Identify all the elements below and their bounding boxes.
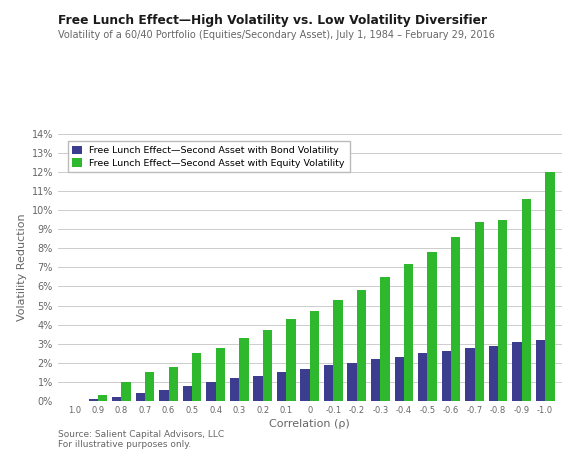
Bar [182,386,192,401]
Bar [263,331,272,401]
Bar [98,396,107,401]
Bar [168,366,178,401]
Text: Volatility of a 60/40 Portfolio (Equities/Secondary Asset), July 1, 1984 – Febru: Volatility of a 60/40 Portfolio (Equitie… [58,30,495,40]
Bar [475,222,484,401]
Bar [253,376,263,401]
Bar [427,252,437,401]
Bar [277,372,286,401]
Bar [112,397,122,401]
Bar [324,365,334,401]
Bar [404,264,413,401]
Bar [135,393,145,401]
Bar [159,390,168,401]
Bar [545,172,555,401]
Bar [206,382,215,401]
Bar [145,372,155,401]
Bar [394,357,404,401]
Bar [380,277,390,401]
Bar [89,399,98,401]
Bar [286,319,296,401]
Bar [230,378,239,401]
Bar [489,346,498,401]
Bar [371,359,380,401]
Bar [442,351,451,401]
Bar [334,300,343,401]
Bar [451,237,460,401]
Bar [357,290,367,401]
Bar [347,363,357,401]
Bar [215,348,225,401]
Y-axis label: Volatility Reduction: Volatility Reduction [17,213,27,321]
Bar [239,338,248,401]
Bar [522,199,531,401]
Bar [301,369,310,401]
Bar [418,353,427,401]
Bar [498,219,507,401]
Bar [465,348,475,401]
Legend: Free Lunch Effect—Second Asset with Bond Volatility, Free Lunch Effect—Second As: Free Lunch Effect—Second Asset with Bond… [68,141,350,172]
Bar [536,340,545,401]
X-axis label: Correlation (ρ): Correlation (ρ) [269,419,350,429]
Bar [310,311,319,401]
Text: Source: Salient Capital Advisors, LLC
For illustrative purposes only.: Source: Salient Capital Advisors, LLC Fo… [58,430,224,449]
Bar [192,353,201,401]
Bar [512,342,522,401]
Text: Free Lunch Effect—High Volatility vs. Low Volatility Diversifier: Free Lunch Effect—High Volatility vs. Lo… [58,14,487,27]
Bar [122,382,131,401]
